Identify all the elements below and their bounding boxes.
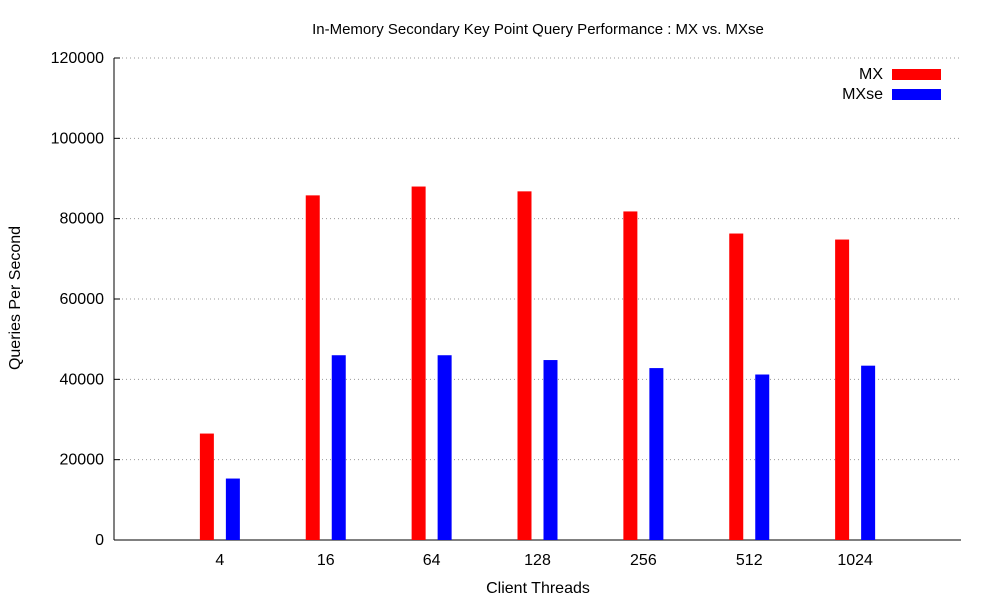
legend-swatch-mx (892, 69, 941, 80)
bar-mxse-16 (331, 355, 346, 540)
x-tick-label: 4 (215, 552, 224, 569)
bar-mx-16 (305, 195, 320, 540)
x-tick-label: 16 (317, 552, 335, 569)
x-tick-label: 512 (736, 552, 763, 569)
y-tick-labels: 0 20000 40000 60000 80000 100000 120000 (51, 50, 104, 549)
bar-mx-256 (623, 211, 638, 541)
legend-swatch-mxse (892, 89, 941, 100)
bar-mx-1024 (835, 239, 850, 540)
legend: MX MXse (842, 66, 941, 103)
bar-mx-512 (729, 233, 744, 541)
bar-mx-128 (517, 191, 532, 540)
y-tick-label: 60000 (60, 291, 105, 308)
bar-mxse-128 (543, 360, 558, 540)
bar-mxse-4 (225, 478, 240, 540)
x-tick-label: 256 (630, 552, 657, 569)
legend-label-mx: MX (859, 66, 883, 83)
y-tick-label: 80000 (60, 211, 105, 228)
bar-mx-4 (199, 433, 214, 540)
chart-axes (113, 57, 961, 541)
y-tick-label: 20000 (60, 452, 105, 469)
x-tick-labels: 4 16 64 128 256 512 1024 (215, 552, 873, 569)
y-tick-label: 120000 (51, 50, 104, 67)
legend-label-mxse: MXse (842, 86, 883, 103)
y-axis-label: Queries Per Second (7, 226, 24, 370)
grid-lines (114, 57, 961, 461)
y-tick-label: 40000 (60, 371, 105, 388)
bars (199, 186, 876, 541)
y-tick-label: 0 (95, 532, 104, 549)
bar-mxse-64 (437, 355, 452, 540)
bar-mxse-1024 (861, 365, 876, 540)
x-tick-label: 64 (423, 552, 441, 569)
x-tick-label: 128 (524, 552, 551, 569)
bar-mx-64 (411, 186, 426, 541)
bar-mxse-512 (755, 374, 770, 540)
bar-mxse-256 (649, 368, 664, 540)
x-tick-label: 1024 (837, 552, 873, 569)
chart-title: In-Memory Secondary Key Point Query Perf… (312, 21, 764, 38)
x-axis-label: Client Threads (486, 580, 590, 597)
y-tick-label: 100000 (51, 130, 104, 147)
